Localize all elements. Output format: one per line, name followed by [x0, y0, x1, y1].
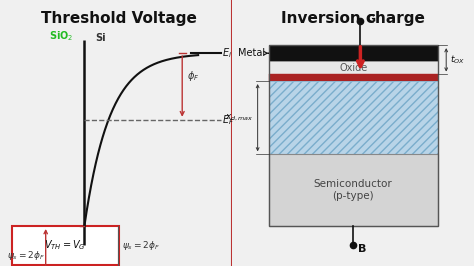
- Text: $x_{d,max}$: $x_{d,max}$: [226, 113, 254, 123]
- Bar: [268, 45, 438, 226]
- Text: $V_{TH} = V_G$: $V_{TH} = V_G$: [44, 238, 86, 252]
- Bar: [268, 154, 438, 226]
- Text: $\phi_F$: $\phi_F$: [187, 69, 199, 83]
- Text: $\psi_s = 2\phi_F$: $\psi_s = 2\phi_F$: [7, 249, 45, 262]
- Text: Metal: Metal: [238, 48, 265, 58]
- Text: Inversion charge: Inversion charge: [281, 11, 425, 26]
- Text: Oxide: Oxide: [339, 63, 367, 73]
- Text: Threshold Voltage: Threshold Voltage: [41, 11, 196, 26]
- Text: SiO$_2$: SiO$_2$: [49, 29, 74, 43]
- Text: Si: Si: [95, 32, 106, 43]
- Bar: [268, 45, 438, 61]
- Text: G: G: [366, 14, 375, 24]
- Text: $E_i$: $E_i$: [222, 46, 232, 60]
- Text: Semiconductor
(p-type): Semiconductor (p-type): [314, 179, 392, 201]
- Text: $t_{OX}$: $t_{OX}$: [450, 54, 465, 66]
- Bar: [268, 74, 438, 81]
- Text: B: B: [358, 244, 366, 254]
- Bar: [268, 81, 438, 154]
- Text: $\psi_s = 2\phi_F$: $\psi_s = 2\phi_F$: [122, 239, 160, 252]
- Bar: [268, 61, 438, 74]
- Text: $E_F$: $E_F$: [222, 113, 234, 127]
- Bar: [11, 226, 119, 265]
